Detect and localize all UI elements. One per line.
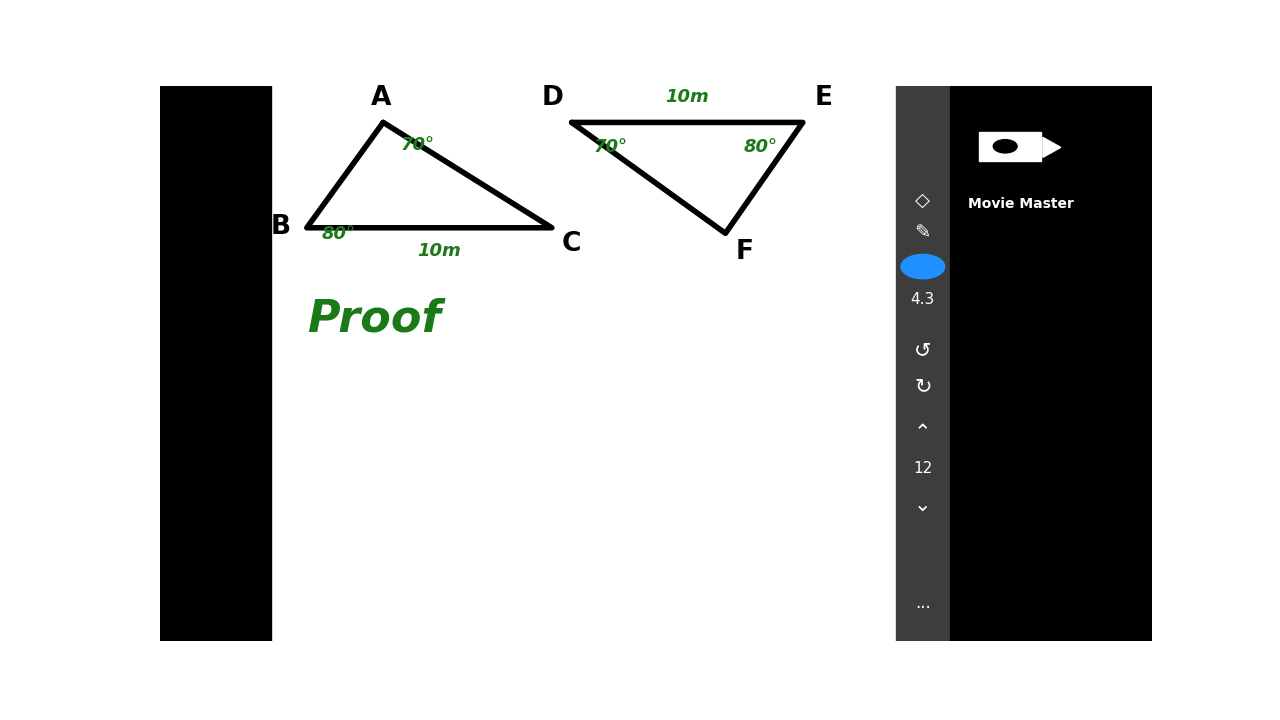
Circle shape xyxy=(983,134,1027,158)
Circle shape xyxy=(901,254,945,279)
Text: 80°: 80° xyxy=(321,225,356,243)
Text: 10m: 10m xyxy=(666,88,709,106)
Bar xyxy=(160,86,271,641)
Circle shape xyxy=(993,140,1018,153)
Text: ↺: ↺ xyxy=(914,340,932,360)
Bar xyxy=(979,132,1041,161)
Bar xyxy=(896,86,950,641)
Text: 10m: 10m xyxy=(417,242,461,260)
Text: 12: 12 xyxy=(913,462,932,477)
Text: 4.3: 4.3 xyxy=(911,292,934,307)
Text: ◇: ◇ xyxy=(915,191,931,210)
Text: Movie Master: Movie Master xyxy=(968,197,1074,211)
Text: A: A xyxy=(371,86,392,112)
Text: 70°: 70° xyxy=(401,136,435,154)
Text: E: E xyxy=(815,86,833,112)
Text: C: C xyxy=(562,230,581,256)
Text: ↻: ↻ xyxy=(914,376,932,396)
Polygon shape xyxy=(1043,138,1061,158)
Text: ···: ··· xyxy=(915,598,931,616)
Text: ⌃: ⌃ xyxy=(914,423,932,443)
Text: 70°: 70° xyxy=(594,138,627,156)
Text: Proof: Proof xyxy=(307,297,440,340)
Text: ⌄: ⌄ xyxy=(914,495,932,515)
Text: D: D xyxy=(541,86,563,112)
Text: ✎: ✎ xyxy=(915,224,931,243)
Bar xyxy=(950,86,1152,641)
Text: 80°: 80° xyxy=(744,138,777,156)
Text: B: B xyxy=(271,214,291,240)
Text: F: F xyxy=(735,239,754,265)
